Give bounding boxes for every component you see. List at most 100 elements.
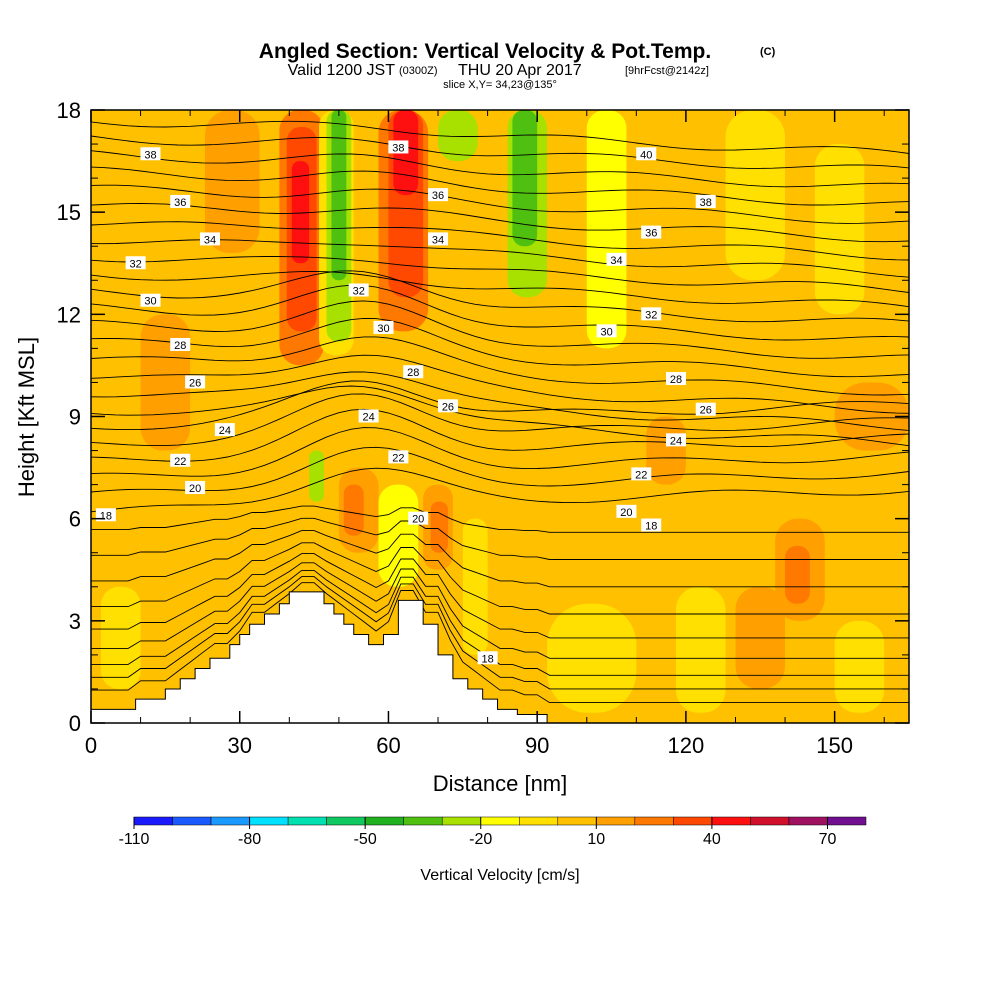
colorbar-tick-label: 10: [587, 831, 605, 848]
contour-label: 18: [95, 508, 116, 522]
y-tick-label: 9: [69, 405, 81, 430]
contour-label-text: 26: [700, 405, 712, 417]
theta-line: [91, 221, 909, 261]
theta-line: [91, 120, 909, 154]
contour-label-box: [170, 337, 191, 351]
contour-label: 24: [214, 423, 235, 437]
velocity-cell: [834, 620, 885, 713]
contour-label-box: [199, 232, 220, 246]
theta-line: [91, 284, 909, 341]
theta-line: [91, 467, 909, 513]
colorbar-tick-label: 40: [703, 831, 721, 848]
theta-line: [91, 239, 909, 278]
velocity-cell: [438, 110, 478, 162]
contour-label-box: [437, 399, 458, 413]
slice-label: slice X,Y= 34,23@135°: [443, 79, 557, 91]
contour-label: 20: [408, 511, 429, 526]
theta-line: [91, 576, 909, 690]
contour-label-text: 30: [377, 323, 389, 335]
velocity-cell: [140, 314, 191, 451]
contour-label-box: [358, 409, 379, 423]
contour-label-text: 36: [645, 228, 657, 240]
contour-label: 26: [185, 375, 206, 389]
theta-line: [91, 135, 909, 169]
contour-label-box: [388, 140, 409, 154]
theta-line: [91, 317, 909, 378]
x-tick-label: 60: [376, 733, 400, 758]
theta-line: [91, 150, 909, 188]
velocity-cell: [725, 110, 786, 281]
contour-label-text: 34: [204, 234, 216, 246]
contour-label: 30: [140, 293, 161, 308]
colorbar-bin: [711, 816, 751, 826]
velocity-cell: [343, 484, 364, 536]
velocity-cell: [378, 484, 419, 587]
theta-line: [91, 530, 909, 588]
y-tick-label: 12: [57, 302, 81, 327]
colorbar-tick-label: -110: [119, 831, 150, 848]
contour-label-text: 34: [432, 234, 444, 246]
contour-label-text: 28: [407, 367, 419, 379]
colorbar-bin: [557, 816, 597, 826]
theta-line: [91, 354, 909, 414]
contour-label-box: [695, 402, 716, 416]
chart-title: Angled Section: Vertical Velocity & Pot.…: [259, 40, 711, 63]
colorbar-bin: [634, 816, 674, 826]
contour-label-box: [641, 225, 662, 239]
contour-label-box: [125, 256, 146, 270]
x-tick-label: 90: [525, 733, 549, 758]
contour-label-text: 32: [353, 285, 365, 297]
colorbar-bin: [673, 816, 713, 826]
theta-line: [91, 371, 909, 431]
contour-label-box: [170, 194, 191, 208]
contour-label-box: [185, 375, 206, 389]
contour-label-box: [140, 293, 161, 307]
contour-label-box: [140, 147, 161, 161]
contour-label-box: [214, 423, 235, 437]
valid-utc: (0300Z): [399, 65, 438, 77]
colorbar-bin: [210, 816, 250, 826]
contour-label-text: 24: [219, 425, 231, 437]
contour-label-box: [641, 518, 662, 532]
theta-line: [91, 505, 909, 533]
contour-label: 38: [695, 194, 716, 209]
velocity-cell: [462, 518, 488, 655]
theta-line: [91, 380, 909, 431]
velocity-cell: [512, 110, 538, 247]
contour-label-box: [348, 283, 369, 297]
contour-label-text: 18: [100, 510, 112, 522]
x-tick-label: 150: [816, 733, 853, 758]
colorbar-bin: [249, 816, 289, 826]
theta-line: [91, 385, 909, 447]
colorbar-bin: [750, 816, 790, 826]
contour-label-text: 22: [635, 469, 647, 481]
colorbar-tick-label: -20: [469, 831, 492, 848]
contour-label-text: 30: [144, 296, 156, 308]
contour-label: 34: [428, 232, 449, 246]
theta-line: [91, 542, 909, 615]
contour-label: 22: [631, 467, 652, 481]
theta-line: [91, 582, 909, 704]
velocity-cell: [785, 545, 810, 604]
colorbar: -110 -80 -50 -20 10 40 70: [119, 816, 867, 848]
theta-line: [91, 270, 909, 323]
colorbar-bin: [480, 816, 520, 826]
contour-label: 32: [641, 307, 662, 321]
colorbar-tick-label: -80: [238, 831, 261, 848]
theta-line: [91, 256, 909, 293]
y-tick-label: 0: [69, 711, 81, 736]
contour-label: 30: [373, 320, 394, 335]
theta-line: [91, 427, 909, 477]
theta-line: [91, 553, 909, 639]
contour-label-box: [665, 372, 686, 386]
contour-label: 22: [388, 450, 409, 464]
contour-label-text: 38: [700, 197, 712, 209]
contour-labels: 38 36 34 32 30 28 26 24 22 20 18 38 36 34 32 30 28 26 24 22…: [95, 140, 716, 665]
contour-label-text: 20: [620, 507, 632, 519]
theta-line: [91, 517, 909, 560]
contour-label-box: [408, 511, 429, 525]
x-tick-label: 0: [85, 733, 97, 758]
velocity-cell: [430, 501, 448, 553]
colorbar-bin: [172, 816, 212, 826]
